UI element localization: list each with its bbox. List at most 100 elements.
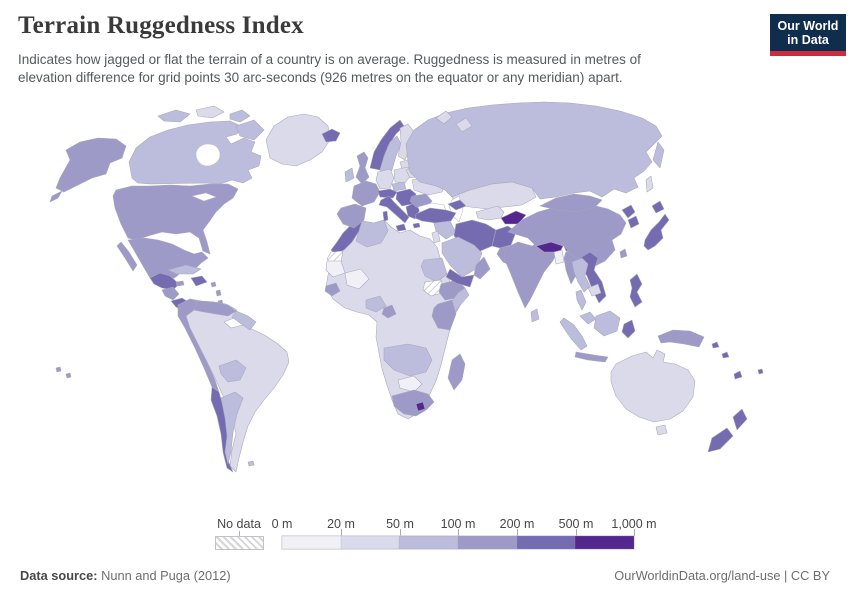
region-nigeria[interactable] [365, 295, 387, 313]
legend-tick-label: 50 m [386, 517, 414, 531]
region-jamaica[interactable] [175, 280, 185, 287]
region-botswana[interactable] [397, 375, 423, 393]
region-argentina[interactable] [220, 391, 244, 465]
legend-no-data-label: No data [217, 517, 261, 531]
region-usa[interactable] [112, 183, 239, 255]
legend-bin-4[interactable] [516, 536, 576, 549]
region-malaysia[interactable] [579, 311, 597, 325]
owid-logo[interactable]: Our World in Data [770, 14, 846, 56]
region-mexico[interactable] [116, 237, 209, 283]
region-angola-zambia[interactable] [383, 343, 433, 377]
region-uk[interactable] [355, 151, 370, 185]
region-philippines[interactable] [629, 273, 643, 308]
region-turkey[interactable] [414, 207, 457, 224]
subtitle-line-1: Indicates how jagged or flat the terrain… [18, 52, 641, 67]
region-cambodia[interactable] [587, 283, 602, 297]
region-mongolia[interactable] [539, 193, 603, 213]
legend-tick-label: 20 m [327, 517, 355, 531]
region-sulawesi[interactable] [621, 319, 636, 339]
region-iberia[interactable] [336, 203, 367, 229]
region-alaska[interactable] [49, 137, 127, 203]
legend-tick-label: 200 m [499, 517, 535, 531]
region-algeria[interactable] [355, 219, 389, 248]
great-lakes [191, 192, 217, 202]
legend-tick-label: 100 m [440, 517, 476, 531]
region-kazakhstan[interactable] [451, 181, 537, 210]
region-sakhalin[interactable] [645, 175, 654, 193]
region-levant[interactable] [431, 230, 441, 244]
region-uzbekistan-turkmenistan[interactable] [475, 205, 505, 221]
region-borneo[interactable] [593, 310, 621, 337]
region-canada[interactable] [128, 120, 262, 185]
region-brazil-lowlands[interactable] [177, 298, 290, 473]
region-new-guinea[interactable] [657, 329, 705, 348]
region-cameroon[interactable] [381, 304, 397, 319]
legend-no-data-swatch[interactable] [215, 536, 264, 550]
legend-tick-label: 0 m [271, 517, 293, 531]
owid-logo-line-2: in Data [787, 33, 829, 47]
region-south-korea[interactable] [627, 215, 640, 229]
region-iceland[interactable] [321, 128, 341, 143]
region-north-korea[interactable] [621, 204, 636, 219]
region-java[interactable] [574, 351, 609, 363]
region-madagascar[interactable] [447, 353, 466, 391]
region-italy[interactable] [378, 195, 410, 232]
legend-no-data-tick [239, 531, 240, 536]
region-new-zealand[interactable] [707, 408, 748, 453]
region-germany[interactable] [375, 168, 395, 190]
region-greenland[interactable] [265, 113, 331, 167]
owid-logo-line-1: Our World [777, 19, 839, 33]
region-east-africa[interactable] [431, 299, 457, 331]
region-yemen[interactable] [445, 268, 475, 288]
region-bolivia[interactable] [218, 359, 247, 383]
subtitle-line-2: elevation difference for grid points 30 … [18, 69, 623, 85]
region-mali[interactable] [344, 268, 370, 290]
data-source-label: Data source: [20, 568, 98, 583]
region-sumatra[interactable] [559, 317, 588, 351]
region-venezuela[interactable] [193, 300, 237, 317]
region-syria-iraq[interactable] [433, 220, 457, 240]
region-polynesia[interactable] [55, 366, 72, 379]
region-sri-lanka[interactable] [530, 308, 540, 323]
region-novaya-zemlya[interactable] [435, 110, 473, 133]
legend-tick [400, 529, 401, 536]
region-senegal-guinea[interactable] [324, 282, 341, 297]
region-guatemala-honduras[interactable] [149, 272, 180, 291]
region-thailand[interactable] [571, 257, 591, 311]
region-taiwan[interactable] [619, 248, 628, 259]
region-cuba[interactable] [167, 264, 202, 275]
region-alps[interactable] [377, 188, 398, 199]
region-arctic-island-light[interactable] [195, 105, 225, 119]
region-bangladesh[interactable] [553, 249, 565, 265]
legend-bin-1[interactable] [340, 536, 400, 549]
region-ireland[interactable] [344, 167, 355, 183]
legend-bin-3[interactable] [458, 536, 517, 549]
region-mauritania[interactable] [325, 260, 346, 278]
region-pacific-islands[interactable] [711, 341, 764, 380]
legend-tick [517, 529, 518, 536]
legend-bin-0[interactable] [282, 536, 341, 549]
chart-subtitle: Indicates how jagged or flat the terrain… [18, 51, 708, 86]
region-oman[interactable] [473, 256, 491, 280]
legend-tick-label: 1,000 m [611, 517, 657, 531]
region-tasmania[interactable] [655, 424, 668, 436]
legend-tick [634, 529, 635, 536]
region-hispaniola[interactable] [190, 275, 208, 287]
legend-bin-2[interactable] [399, 536, 459, 549]
region-arctic-islands[interactable] [157, 109, 265, 141]
region-japan[interactable] [643, 200, 670, 251]
region-falklands[interactable] [247, 460, 255, 467]
region-lesotho[interactable] [415, 401, 426, 412]
region-france[interactable] [351, 180, 381, 207]
region-australia[interactable] [610, 349, 696, 423]
region-guyanas[interactable] [231, 310, 257, 331]
credit-link[interactable]: OurWorldinData.org/land-use | CC BY [614, 568, 830, 583]
region-nicaragua[interactable] [161, 286, 180, 301]
page-title: Terrain Ruggedness Index [18, 12, 304, 39]
legend-bin-5[interactable] [575, 536, 635, 549]
region-tajikistan-kyrgyzstan[interactable] [500, 210, 527, 225]
region-caucasus[interactable] [447, 199, 467, 211]
region-czechia[interactable] [391, 181, 407, 192]
